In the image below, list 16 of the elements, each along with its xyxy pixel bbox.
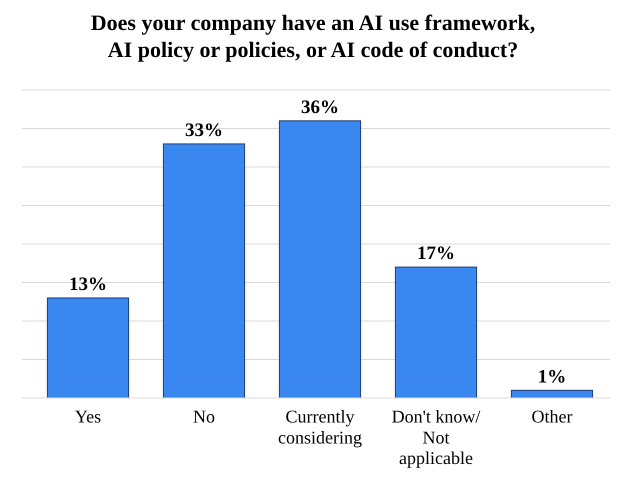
chart-title: Does your company have an AI use framework, AI policy or policies, or AI code of conduct?: [90, 10, 536, 62]
data-label: 33%: [185, 120, 223, 141]
x-tick-label: Currently considering: [278, 406, 362, 448]
bar: [162, 143, 246, 398]
x-tick-label: Other: [532, 406, 572, 427]
bar: [46, 297, 130, 398]
x-tick-label: No: [193, 406, 215, 427]
data-label: 13%: [69, 274, 107, 295]
bar: [278, 120, 362, 398]
bar: [510, 390, 594, 398]
data-label: 36%: [301, 96, 339, 118]
x-tick-label: Don't know/Not applicable: [392, 406, 480, 468]
x-tick-label: Yes: [74, 406, 102, 427]
bar: [394, 266, 478, 398]
data-label: 17%: [417, 243, 455, 264]
data-label: 1%: [538, 366, 566, 388]
